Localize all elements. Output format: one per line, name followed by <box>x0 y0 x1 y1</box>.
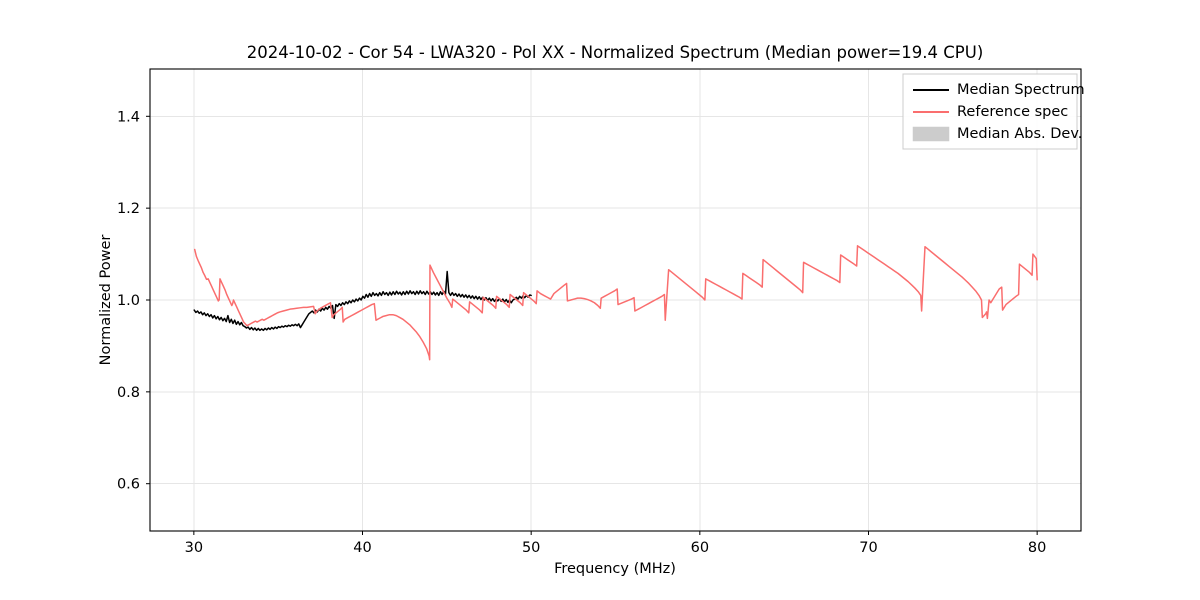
y-axis-ticks: 0.6 0.8 1.0 1.2 1.4 <box>117 109 150 493</box>
series-line-1 <box>193 245 1038 361</box>
y-tick-label-1.4: 1.4 <box>117 109 140 125</box>
legend-label-0: Median Spectrum <box>957 82 1085 98</box>
chart-title: 2024-10-02 - Cor 54 - LWA320 - Pol XX - … <box>247 43 984 62</box>
x-tick-label-50: 50 <box>522 540 540 556</box>
x-tick-label-70: 70 <box>859 540 877 556</box>
plot-series <box>193 245 1038 361</box>
y-tick-label-0.6: 0.6 <box>117 477 140 493</box>
x-axis-ticks: 30 40 50 60 70 80 <box>185 531 1046 556</box>
legend-swatch-patch-2 <box>912 126 950 142</box>
y-axis-title: Normalized Power <box>98 235 114 366</box>
x-tick-label-80: 80 <box>1028 540 1046 556</box>
legend-label-1: Reference spec <box>957 104 1068 120</box>
x-tick-label-40: 40 <box>353 540 371 556</box>
y-tick-label-1: 1.0 <box>117 293 140 309</box>
x-tick-label-60: 60 <box>691 540 709 556</box>
legend[interactable]: Median Spectrum Reference spec Median Abs.… <box>902 73 1085 150</box>
series-line-0 <box>193 270 532 332</box>
legend-label-2: Median Abs. Dev. <box>957 126 1082 142</box>
y-tick-label-0.8: 0.8 <box>117 385 140 401</box>
x-axis-title: Frequency (MHz) <box>554 561 676 577</box>
x-tick-label-30: 30 <box>185 540 203 556</box>
y-tick-label-1.2: 1.2 <box>117 201 140 217</box>
